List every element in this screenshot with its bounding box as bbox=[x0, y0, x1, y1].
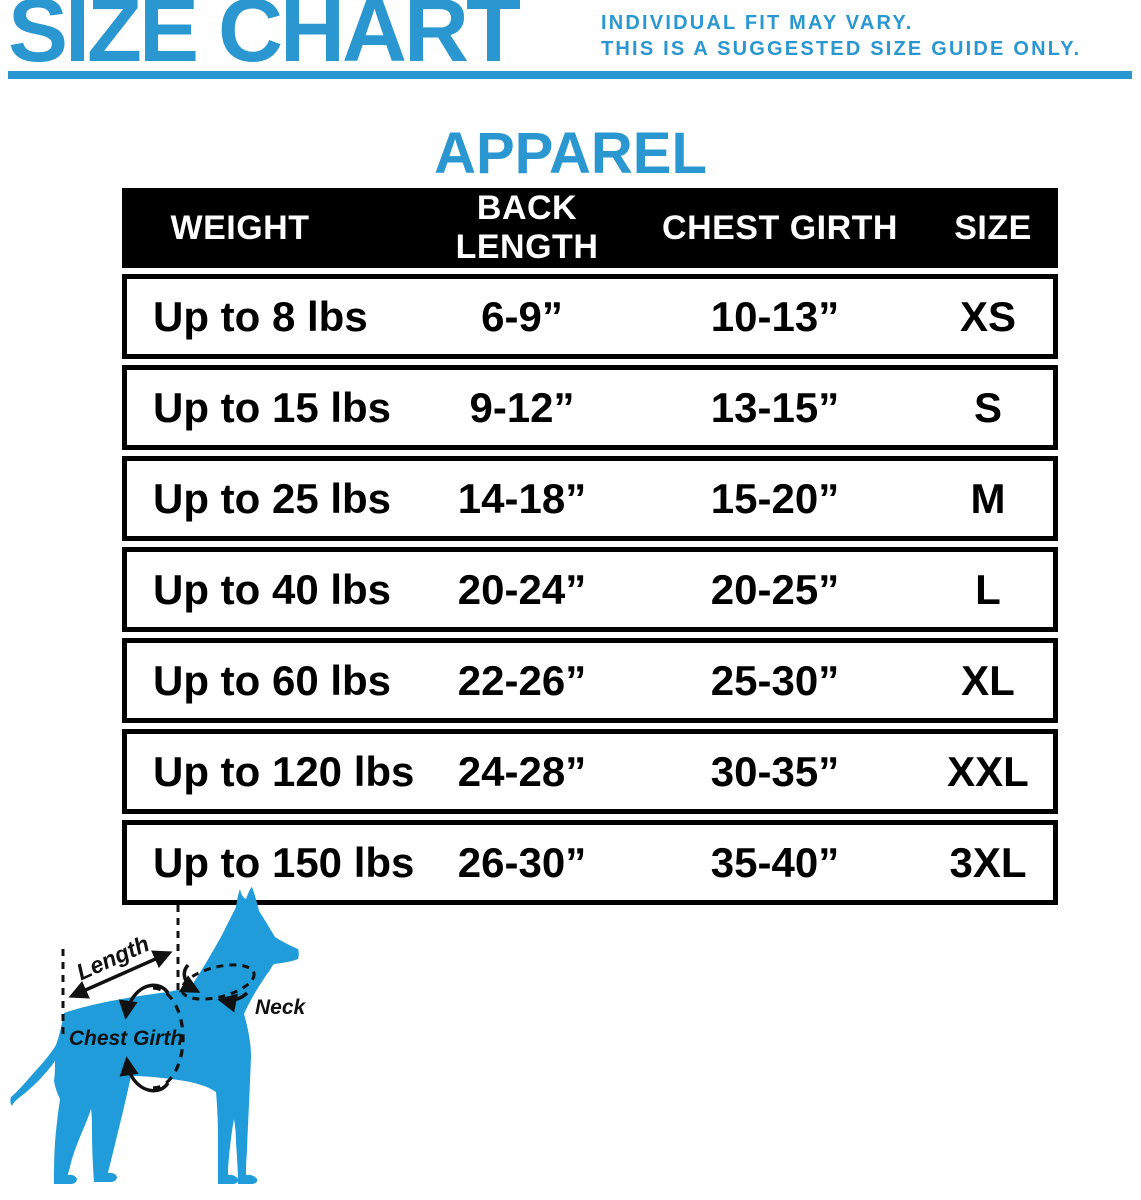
back-length-value: 9-12” bbox=[469, 383, 575, 431]
weight-value: Up to 15 lbs bbox=[153, 383, 392, 431]
neck-loop-icon bbox=[178, 963, 256, 1013]
weight-value: Up to 150 lbs bbox=[153, 838, 415, 886]
column-header-weight: WEIGHT bbox=[170, 208, 310, 247]
column-header-back-length: BACK LENGTH bbox=[455, 189, 599, 266]
table-row: Up to 40 lbs 20-24” 20-25” L bbox=[122, 547, 1058, 632]
length-arrow-icon bbox=[68, 950, 173, 999]
measurement-diagram: Length Chest Girth Neck bbox=[10, 885, 380, 1200]
column-header-size: SIZE bbox=[954, 208, 1032, 247]
chest-girth-value: 20-25” bbox=[710, 565, 840, 613]
size-value: XXL bbox=[947, 747, 1029, 795]
back-length-value: 6-9” bbox=[481, 292, 563, 340]
weight-value: Up to 25 lbs bbox=[153, 474, 392, 522]
back-length-value: 20-24” bbox=[457, 565, 587, 613]
size-value: XL bbox=[961, 656, 1015, 704]
table-row: Up to 120 lbs 24-28” 30-35” XXL bbox=[122, 729, 1058, 814]
weight-value: Up to 60 lbs bbox=[153, 656, 392, 704]
weight-value: Up to 40 lbs bbox=[153, 565, 392, 613]
chest-girth-value: 15-20” bbox=[710, 474, 840, 522]
column-header-chest-girth: CHEST GIRTH bbox=[662, 208, 898, 247]
table-row: Up to 8 lbs 6-9” 10-13” XS bbox=[122, 274, 1058, 359]
table-row: Up to 60 lbs 22-26” 25-30” XL bbox=[122, 638, 1058, 723]
back-length-value: 24-28” bbox=[457, 747, 587, 795]
size-table-header-row: WEIGHT BACK LENGTH CHEST GIRTH SIZE bbox=[122, 188, 1058, 268]
size-value: M bbox=[970, 474, 1006, 522]
title-underline-rule bbox=[8, 71, 1132, 79]
chest-girth-loop-icon bbox=[118, 983, 185, 1093]
table-row: Up to 15 lbs 9-12” 13-15” S bbox=[122, 365, 1058, 450]
page-title: SIZE CHART bbox=[8, 0, 521, 81]
back-length-value: 22-26” bbox=[457, 656, 587, 704]
size-value: XS bbox=[959, 292, 1017, 340]
disclaimer-line-2: THIS IS A SUGGESTED SIZE GUIDE ONLY. bbox=[601, 38, 1082, 60]
weight-value: Up to 8 lbs bbox=[153, 292, 368, 340]
neck-label: Neck bbox=[255, 996, 307, 1019]
size-value: 3XL bbox=[949, 838, 1027, 886]
table-row: Up to 150 lbs 26-30” 35-40” 3XL bbox=[122, 820, 1058, 905]
size-value: L bbox=[975, 565, 1001, 613]
size-table: WEIGHT BACK LENGTH CHEST GIRTH SIZE Up t… bbox=[122, 188, 1058, 911]
chest-girth-value: 25-30” bbox=[710, 656, 840, 704]
chest-girth-value: 30-35” bbox=[710, 747, 840, 795]
table-row: Up to 25 lbs 14-18” 15-20” M bbox=[122, 456, 1058, 541]
chest-girth-value: 13-15” bbox=[710, 383, 840, 431]
chest-girth-value: 35-40” bbox=[710, 838, 840, 886]
disclaimer-line-1: INDIVIDUAL FIT MAY VARY. bbox=[601, 12, 914, 34]
dog-silhouette-icon bbox=[10, 887, 299, 1184]
chest-girth-label: Chest Girth bbox=[69, 1027, 183, 1050]
weight-value: Up to 120 lbs bbox=[153, 747, 415, 795]
back-length-value: 26-30” bbox=[457, 838, 587, 886]
section-title: APPAREL bbox=[434, 121, 707, 186]
size-value: S bbox=[973, 383, 1002, 431]
back-length-value: 14-18” bbox=[457, 474, 587, 522]
disclaimer-text: INDIVIDUAL FIT MAY VARY. THIS IS A SUGGE… bbox=[601, 10, 1141, 62]
length-label: Length bbox=[72, 930, 153, 985]
chest-girth-value: 10-13” bbox=[710, 292, 840, 340]
